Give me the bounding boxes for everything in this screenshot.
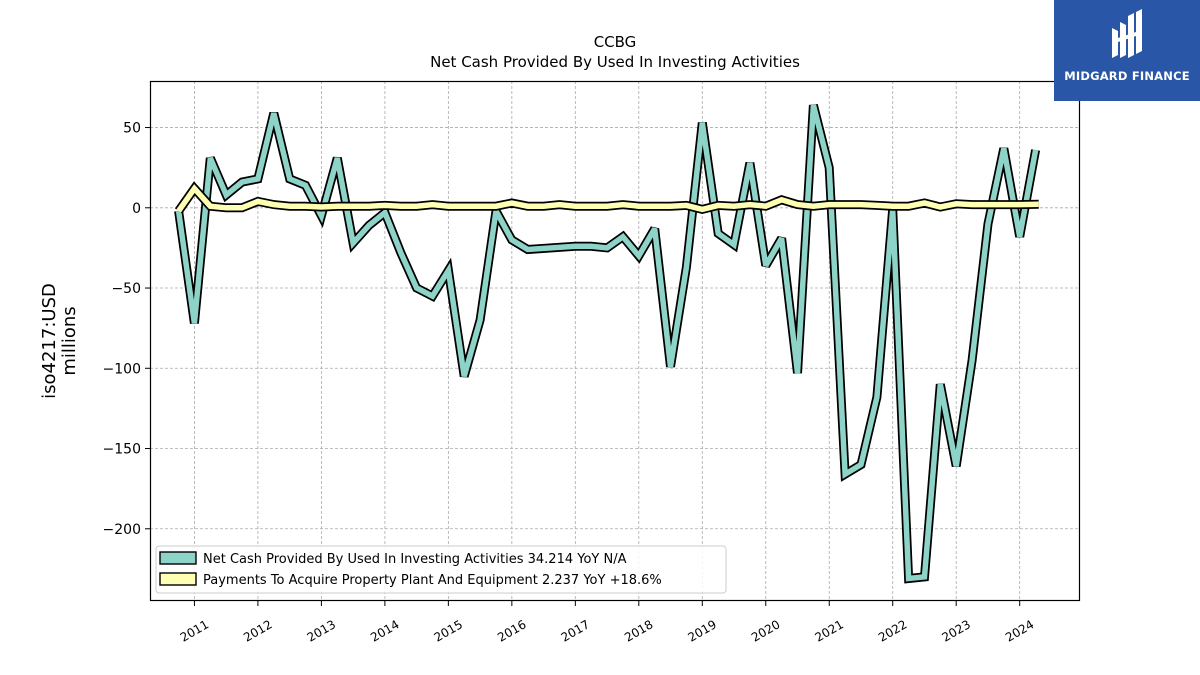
x-tick-label: 2022 xyxy=(876,617,909,644)
x-tick-label: 2019 xyxy=(686,617,719,644)
x-tick-label: 2011 xyxy=(178,617,211,644)
y-tick-label: −200 xyxy=(103,522,141,538)
logo-text: MIDGARD FINANCE xyxy=(1064,69,1190,83)
x-tick-label: 2023 xyxy=(939,617,972,644)
y-tick-label: 50 xyxy=(123,121,141,137)
chart-title: CCBG xyxy=(594,33,637,51)
y-tick-label: −100 xyxy=(103,361,141,377)
x-tick-label: 2018 xyxy=(622,617,655,644)
legend: Net Cash Provided By Used In Investing A… xyxy=(155,545,727,594)
legend-swatch-0 xyxy=(159,551,197,565)
series-0-line xyxy=(175,104,1039,582)
legend-label-1: Payments To Acquire Property Plant And E… xyxy=(203,573,662,588)
legend-frame xyxy=(155,545,727,594)
x-tick-label: 2016 xyxy=(495,617,528,644)
series-group xyxy=(174,103,1041,584)
y-tick-label: 0 xyxy=(132,201,141,217)
y-axis-label-line2: millions xyxy=(59,306,80,375)
x-tick-label: 2020 xyxy=(749,617,782,644)
x-tick-label: 2015 xyxy=(432,617,465,644)
x-tick-label: 2013 xyxy=(305,617,338,644)
x-tick-label: 2024 xyxy=(1003,617,1036,644)
midgard-finance-logo: MIDGARD FINANCE xyxy=(1054,0,1200,101)
y-tick-label: −50 xyxy=(111,281,141,297)
legend-label-0: Net Cash Provided By Used In Investing A… xyxy=(203,552,627,567)
x-tick-label: 2021 xyxy=(813,617,846,644)
x-ticks: 2011 2012 2013 2014 2015 2016 2017 2018 2019 2020… xyxy=(178,601,1036,645)
y-axis-label-line1: iso4217:USD xyxy=(39,283,60,399)
midgard-monogram-icon xyxy=(1112,9,1142,58)
chart-subtitle: Net Cash Provided By Used In Investing A… xyxy=(430,53,800,71)
plot-frame xyxy=(149,80,1081,602)
y-tick-label: −150 xyxy=(103,442,141,458)
legend-swatch-1 xyxy=(159,572,197,586)
y-ticks: 50 0 −50 −100 −150 −200 xyxy=(103,121,150,538)
x-tick-label: 2014 xyxy=(368,617,401,644)
series-1-line xyxy=(176,184,1039,213)
y-axis-label: iso4217:USD millions xyxy=(39,283,80,399)
x-tick-label: 2017 xyxy=(559,617,592,644)
x-tick-label: 2012 xyxy=(241,617,274,644)
